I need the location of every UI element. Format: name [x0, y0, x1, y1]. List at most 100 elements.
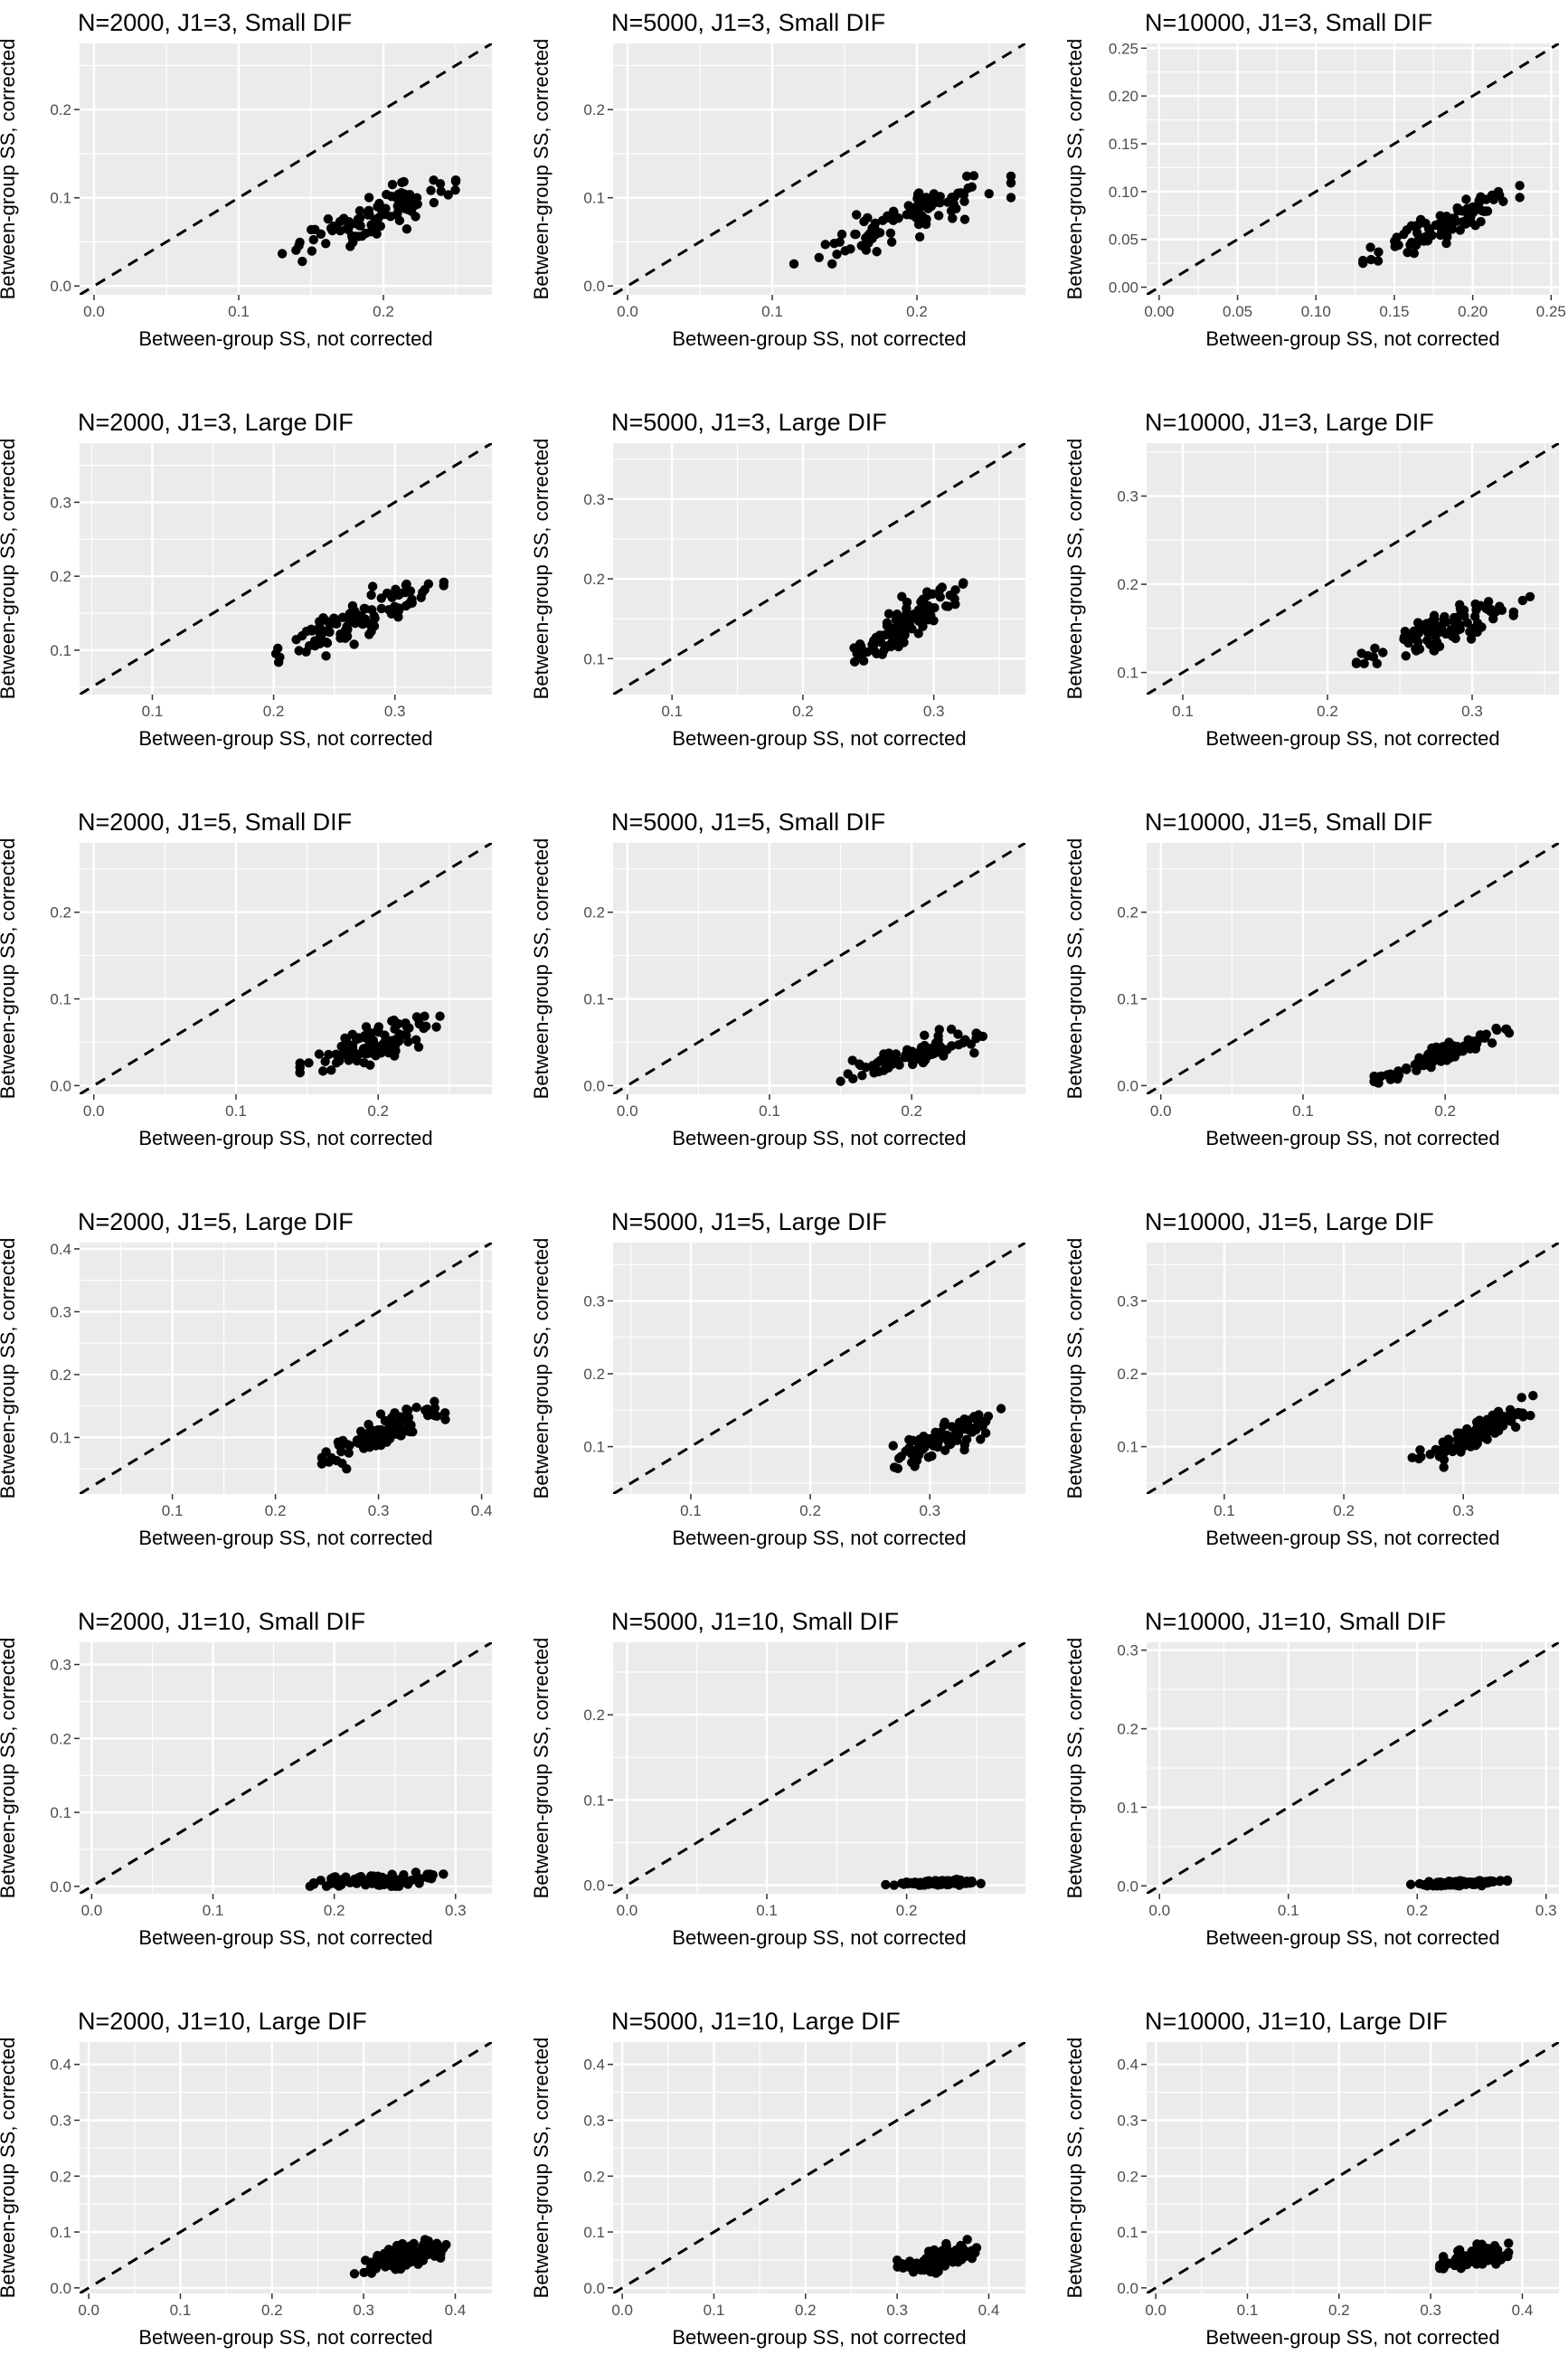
y-tick-label: 0.1 [1117, 1799, 1138, 1816]
y-tick-label: 0.4 [1117, 2057, 1138, 2074]
data-point [882, 629, 893, 639]
x-tick-label: 0.2 [799, 1502, 821, 1519]
scatter-panel: N=2000, J1=3, Large DIF 0.1 0.2 0.3 0.1 0.2 0.… [0, 409, 492, 750]
data-point [874, 630, 885, 640]
panel-title: N=10000, J1=3, Small DIF [1145, 9, 1432, 36]
data-point [889, 1880, 899, 1890]
data-point [959, 1444, 969, 1455]
data-point [829, 238, 839, 249]
plot-area [613, 2042, 1025, 2293]
y-tick-label: 0.3 [1117, 488, 1138, 506]
x-axis-label: Between-group SS, not corrected [672, 727, 966, 750]
data-point [373, 2251, 383, 2261]
data-point [909, 1878, 920, 1888]
y-axis-label: Between-group SS, corrected [530, 1638, 553, 1899]
scatter-panel: N=2000, J1=10, Small DIF 0.0 0.1 0.2 0.3 0.0 0… [0, 1608, 492, 1949]
data-point [902, 603, 912, 613]
data-point [929, 1435, 939, 1446]
plot-area [80, 843, 492, 1094]
panel-title: N=10000, J1=10, Large DIF [1145, 2008, 1448, 2035]
data-point [341, 1035, 352, 1046]
data-point [859, 216, 869, 227]
x-tick-label: 0.0 [617, 1902, 638, 1919]
x-axis-label: Between-group SS, not corrected [1205, 2326, 1499, 2349]
data-point [418, 2242, 428, 2252]
data-point [411, 1403, 421, 1413]
x-axis-label: Between-group SS, not corrected [672, 1527, 966, 1549]
data-point [376, 1424, 386, 1435]
data-point [953, 1029, 963, 1039]
y-axis-label: Between-group SS, corrected [1063, 2038, 1086, 2299]
data-point [431, 1022, 441, 1032]
data-point [948, 213, 958, 223]
data-point [420, 1021, 431, 1032]
data-point [969, 1423, 979, 1433]
data-point [877, 649, 887, 659]
identity-reference-line [1147, 1642, 1559, 1894]
data-point [331, 619, 342, 629]
data-point [1446, 625, 1456, 635]
data-point [897, 591, 907, 601]
x-axis-label: Between-group SS, not corrected [1205, 1127, 1499, 1149]
data-point [1466, 634, 1477, 644]
plot-background [613, 843, 1025, 1094]
x-tick-label: 0.10 [1301, 303, 1331, 320]
data-point [966, 1877, 977, 1887]
data-point [361, 1022, 372, 1032]
data-point [1412, 618, 1423, 628]
data-point [422, 1404, 432, 1414]
data-point [1006, 193, 1016, 203]
data-point [412, 199, 422, 209]
data-point [947, 1041, 957, 1051]
data-point [440, 1414, 450, 1424]
identity-reference-line [80, 1243, 492, 1494]
panel-title: N=2000, J1=10, Large DIF [78, 2008, 367, 2035]
data-point [836, 1076, 845, 1086]
data-point [401, 579, 411, 590]
data-point [1493, 2245, 1503, 2255]
data-point [1469, 623, 1479, 634]
scatter-panel: N=10000, J1=10, Small DIF 0.0 0.1 0.2 0.3 0.0… [1063, 1608, 1559, 1949]
data-point [913, 605, 924, 615]
y-axis-label: Between-group SS, corrected [1063, 1638, 1086, 1899]
data-point [369, 621, 380, 631]
y-tick-label: 0.3 [1117, 1642, 1138, 1660]
y-tick-label: 0.1 [583, 991, 605, 1008]
data-point [1415, 1445, 1425, 1455]
scatter-panel: N=5000, J1=5, Large DIF 0.1 0.2 0.3 0.1 0.2 0.… [530, 1208, 1025, 1549]
data-point [1415, 1054, 1426, 1064]
scatter-panel: N=5000, J1=5, Small DIF 0.0 0.1 0.2 0.0 0.1 0.… [530, 808, 1025, 1149]
data-point [1474, 1415, 1485, 1425]
data-point [1401, 651, 1411, 661]
data-point [893, 618, 904, 629]
data-point [365, 1060, 375, 1070]
data-point [957, 1423, 967, 1433]
data-point [967, 2246, 978, 2255]
panel-title: N=2000, J1=5, Small DIF [78, 808, 352, 836]
data-point [384, 2260, 394, 2270]
data-point [331, 1058, 342, 1068]
data-point [886, 237, 897, 247]
x-tick-label: 0.1 [1292, 1102, 1314, 1120]
x-tick-label: 0.1 [1214, 1502, 1235, 1519]
data-point [1488, 1877, 1498, 1886]
data-point [959, 578, 968, 588]
data-point [1501, 1024, 1511, 1035]
plot-background [1147, 843, 1559, 1094]
data-point [1373, 256, 1384, 266]
data-point [401, 1404, 411, 1414]
data-point [364, 205, 374, 215]
plot-background [613, 1243, 1025, 1494]
data-point [426, 185, 436, 195]
data-point [928, 589, 938, 600]
scatter-panel: N=10000, J1=10, Large DIF 0.0 0.1 0.2 0.3 0.4… [1063, 2008, 1559, 2349]
x-tick-label: 0.1 [170, 2302, 192, 2319]
y-tick-label: 0.0 [50, 2280, 71, 2297]
data-point [295, 237, 305, 248]
y-tick-label: 0.2 [583, 1366, 605, 1383]
plot-area [80, 443, 492, 695]
data-point [373, 1027, 383, 1037]
scatter-panel: N=10000, J1=5, Small DIF 0.0 0.1 0.2 0.0 0.1 0… [1063, 808, 1559, 1149]
data-point [946, 1024, 957, 1035]
x-tick-label: 0.2 [1328, 2302, 1350, 2319]
